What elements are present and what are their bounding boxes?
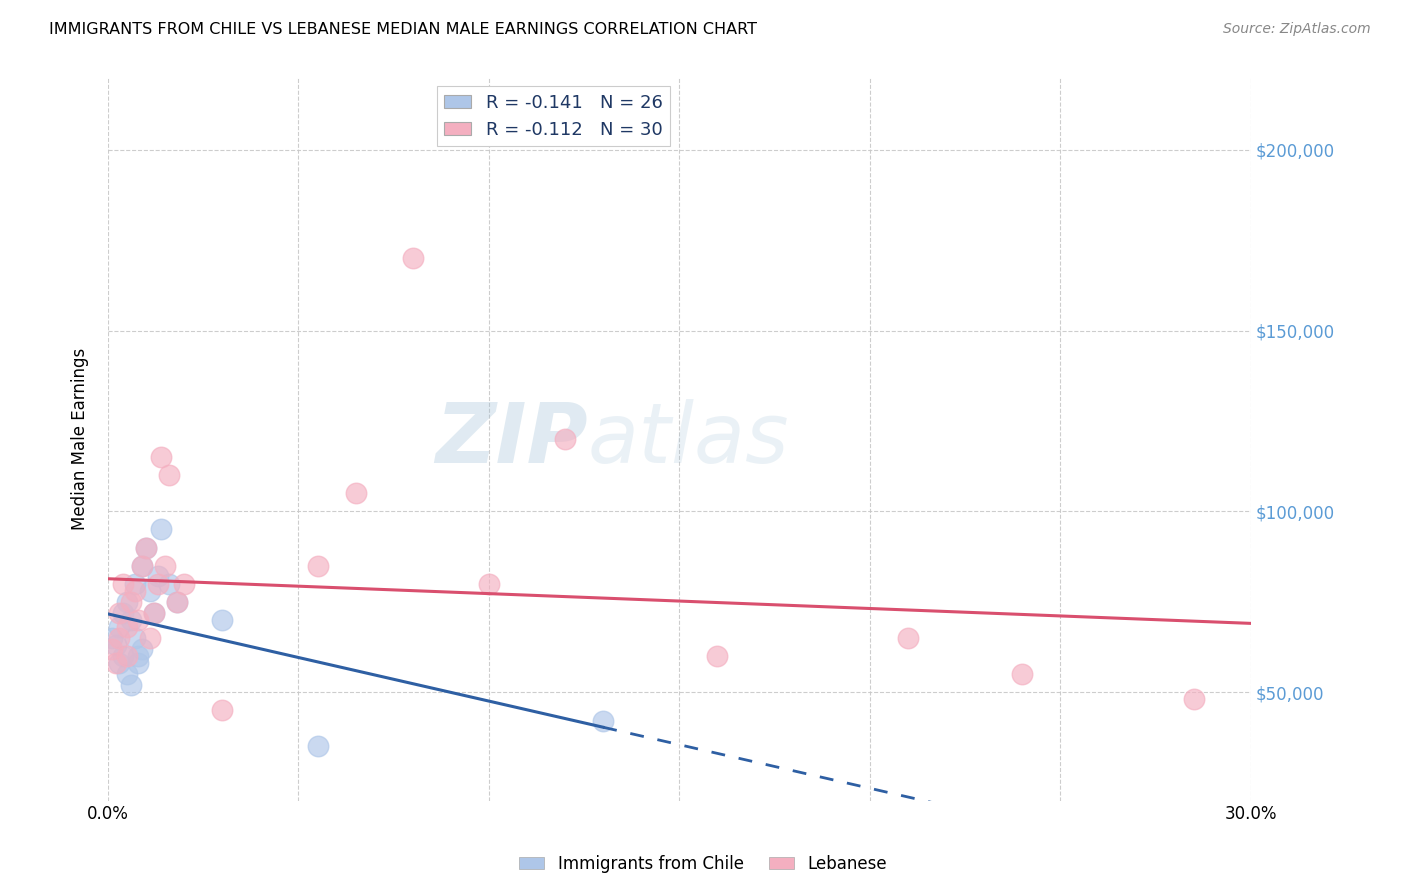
Point [344,486,367,500]
Point [1182,692,1205,706]
Point [115,620,138,634]
Point [112,606,135,620]
Point [112,576,135,591]
Text: IMMIGRANTS FROM CHILE VS LEBANESE MEDIAN MALE EARNINGS CORRELATION CHART: IMMIGRANTS FROM CHILE VS LEBANESE MEDIAN… [49,22,758,37]
Point [108,631,131,645]
Point [478,576,501,591]
Point [108,606,131,620]
Point [124,631,146,645]
Point [120,678,142,692]
Point [402,252,425,266]
Point [1011,667,1033,681]
Point [166,595,188,609]
Point [146,576,169,591]
Point [146,569,169,583]
Point [150,523,173,537]
Point [142,606,165,620]
Point [101,631,124,645]
Point [157,576,180,591]
Point [112,648,135,663]
Point [127,613,149,627]
Point [127,657,149,671]
Point [307,558,329,573]
Point [131,558,153,573]
Point [135,541,157,555]
Point [153,558,176,573]
Point [115,667,138,681]
Point [211,703,233,717]
Legend: R = -0.141   N = 26, R = -0.112   N = 30: R = -0.141 N = 26, R = -0.112 N = 30 [437,87,669,146]
Point [706,648,728,663]
Text: atlas: atlas [588,399,790,480]
Point [131,641,153,656]
Text: Source: ZipAtlas.com: Source: ZipAtlas.com [1223,22,1371,37]
Point [142,606,165,620]
Legend: Immigrants from Chile, Lebanese: Immigrants from Chile, Lebanese [513,848,893,880]
Point [104,638,127,652]
Point [124,576,146,591]
Point [157,468,180,483]
Point [131,558,153,573]
Point [173,576,195,591]
Text: ZIP: ZIP [436,399,588,480]
Point [108,620,131,634]
Point [592,714,614,728]
Point [101,641,124,656]
Point [307,739,329,754]
Point [115,648,138,663]
Point [150,450,173,464]
Y-axis label: Median Male Earnings: Median Male Earnings [72,348,89,530]
Point [124,583,146,598]
Point [211,613,233,627]
Point [127,648,149,663]
Point [897,631,920,645]
Point [120,595,142,609]
Point [166,595,188,609]
Point [554,432,576,446]
Point [135,541,157,555]
Point [115,595,138,609]
Point [139,631,162,645]
Point [104,657,127,671]
Point [108,657,131,671]
Point [139,583,162,598]
Point [120,613,142,627]
